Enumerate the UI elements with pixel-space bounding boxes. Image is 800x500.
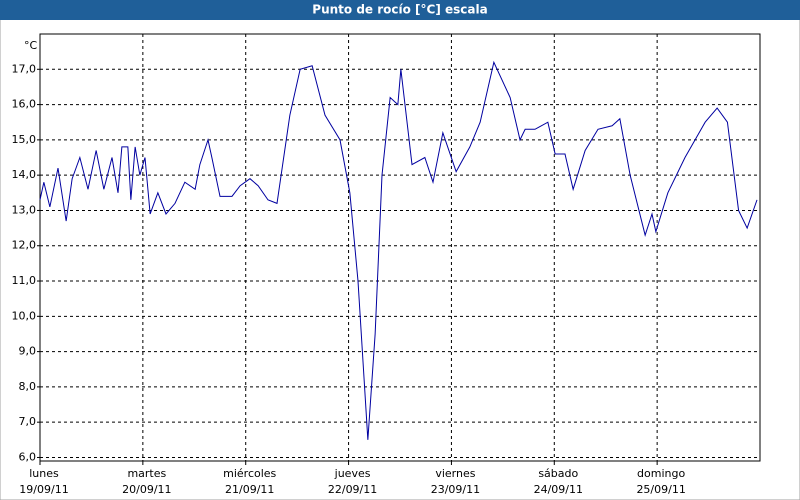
y-tick-label: 17,0	[12, 62, 37, 75]
y-tick-label: 8,0	[19, 380, 37, 393]
x-tick-label: viernes	[435, 467, 475, 480]
title-bar	[0, 0, 800, 20]
y-tick-label: 6,0	[19, 450, 37, 463]
x-tick-date: 20/09/11	[122, 483, 171, 496]
y-unit: °C	[24, 39, 38, 52]
y-tick-label: 16,0	[12, 98, 37, 111]
x-tick-label: domingo	[637, 467, 685, 480]
plot-area	[40, 34, 760, 461]
x-tick-label: jueves	[334, 467, 371, 480]
x-tick-date: 19/09/11	[19, 483, 68, 496]
x-tick-date: 24/09/11	[534, 483, 583, 496]
x-tick-label: sábado	[538, 467, 578, 480]
x-tick-date: 25/09/11	[636, 483, 685, 496]
x-tick-date: 21/09/11	[225, 483, 274, 496]
y-tick-label: 15,0	[12, 133, 37, 146]
y-tick-label: 9,0	[19, 345, 37, 358]
y-tick-label: 12,0	[12, 239, 37, 252]
x-tick-label: martes	[127, 467, 166, 480]
x-tick-label: miércoles	[223, 467, 276, 480]
data-line	[39, 60, 758, 440]
y-tick-label: 14,0	[12, 168, 37, 181]
y-tick-label: 11,0	[12, 274, 37, 287]
x-tick-label: lunes	[29, 467, 59, 480]
plot-frame	[39, 33, 761, 462]
y-tick-label: 10,0	[12, 309, 37, 322]
y-tick-label: 13,0	[12, 203, 37, 216]
chart-title: Punto de rocío [°C] escala	[312, 3, 487, 17]
x-tick-date: 22/09/11	[328, 483, 377, 496]
x-tick-date: 23/09/11	[431, 483, 480, 496]
y-tick-label: 7,0	[19, 415, 37, 428]
